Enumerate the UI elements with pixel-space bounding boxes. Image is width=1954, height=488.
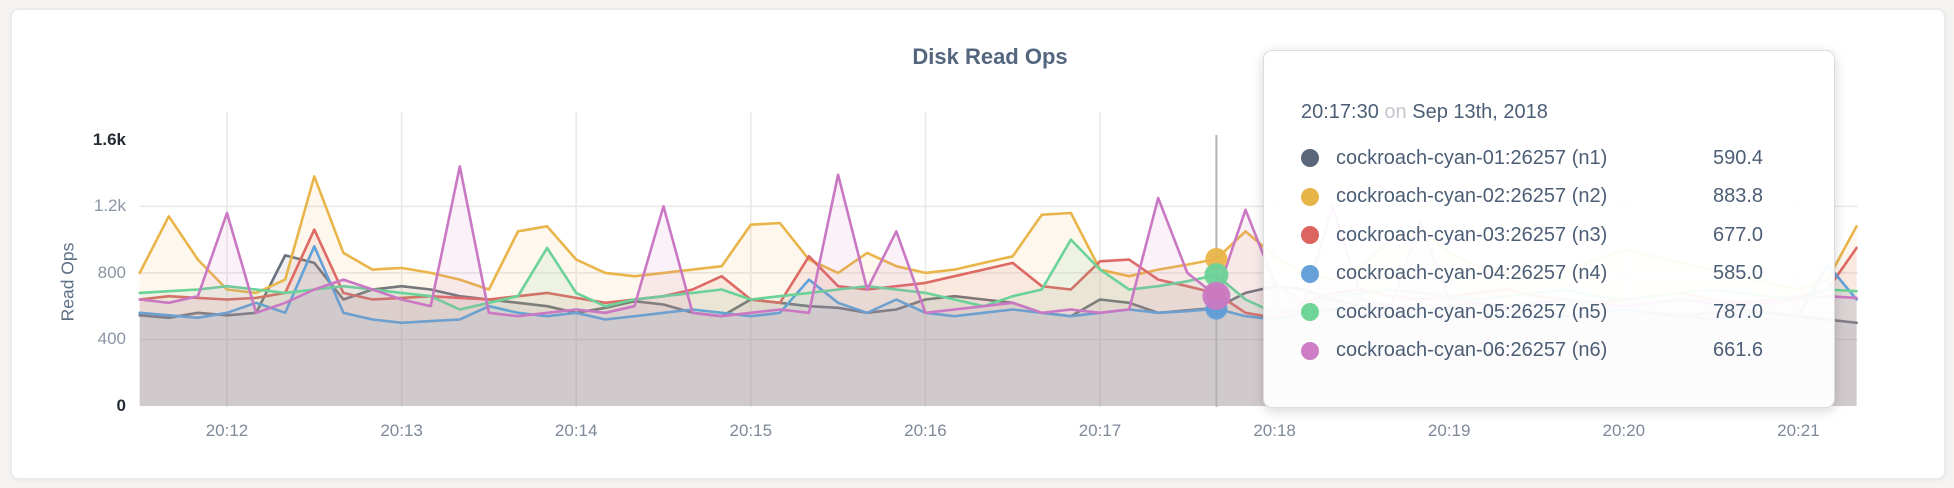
tooltip-header: 20:17:30 on Sep 13th, 2018 bbox=[1301, 99, 1802, 125]
y-tick-label: 400 bbox=[97, 329, 126, 349]
series-color-dot-icon bbox=[1301, 303, 1319, 322]
tooltip-series-row: cockroach-cyan-03:26257 (n3) 677.0 bbox=[1301, 216, 1802, 255]
x-tick-label: 20:16 bbox=[904, 421, 947, 440]
x-tick-label: 20:15 bbox=[729, 421, 773, 440]
y-tick-label: 0 bbox=[116, 396, 126, 415]
series-value: 661.6 bbox=[1713, 339, 1764, 362]
chart-title: Disk Read Ops bbox=[912, 44, 1068, 69]
x-tick-label: 20:17 bbox=[1078, 421, 1122, 440]
x-tick-label: 20:14 bbox=[554, 421, 598, 440]
tooltip-time: 20:17:30 bbox=[1301, 101, 1379, 123]
tooltip-series-row: cockroach-cyan-06:26257 (n6) 661.6 bbox=[1301, 332, 1802, 371]
series-value: 590.4 bbox=[1713, 146, 1764, 169]
series-value: 787.0 bbox=[1713, 300, 1764, 323]
series-value: 883.8 bbox=[1713, 185, 1764, 208]
series-label: cockroach-cyan-05:26257 (n5) bbox=[1336, 300, 1608, 323]
tooltip-legend: cockroach-cyan-01:26257 (n1) 590.4 cockroa… bbox=[1301, 139, 1802, 370]
hover-point-06 bbox=[1202, 281, 1231, 310]
x-tick-label: 20:21 bbox=[1777, 421, 1820, 440]
series-color-dot-icon bbox=[1301, 264, 1319, 283]
tooltip-series-row: cockroach-cyan-04:26257 (n4) 585.0 bbox=[1301, 255, 1802, 294]
series-label: cockroach-cyan-03:26257 (n3) bbox=[1336, 223, 1608, 246]
y-tick-label: 1.2k bbox=[93, 196, 126, 216]
x-tick-label: 20:12 bbox=[205, 421, 249, 440]
series-value: 677.0 bbox=[1713, 223, 1764, 246]
x-tick-label: 20:19 bbox=[1427, 421, 1471, 440]
series-color-dot-icon bbox=[1301, 226, 1319, 245]
series-label: cockroach-cyan-06:26257 (n6) bbox=[1336, 339, 1608, 362]
x-tick-label: 20:20 bbox=[1602, 421, 1646, 440]
tooltip-series-row: cockroach-cyan-05:26257 (n5) 787.0 bbox=[1301, 293, 1802, 332]
series-color-dot-icon bbox=[1301, 149, 1319, 168]
series-label: cockroach-cyan-01:26257 (n1) bbox=[1336, 146, 1608, 169]
tooltip-series-row: cockroach-cyan-01:26257 (n1) 590.4 bbox=[1301, 139, 1802, 178]
hover-point-05 bbox=[1204, 263, 1229, 288]
series-value: 585.0 bbox=[1713, 262, 1764, 285]
series-color-dot-icon bbox=[1301, 341, 1319, 360]
y-tick-label: 1.6k bbox=[92, 129, 126, 149]
series-color-dot-icon bbox=[1301, 187, 1319, 206]
y-tick-label: 800 bbox=[97, 262, 126, 282]
tooltip-date: Sep 13th, 2018 bbox=[1412, 101, 1548, 123]
series-label: cockroach-cyan-04:26257 (n4) bbox=[1336, 262, 1608, 285]
x-tick-label: 20:18 bbox=[1253, 421, 1296, 440]
series-label: cockroach-cyan-02:26257 (n2) bbox=[1336, 185, 1608, 208]
hover-tooltip: 20:17:30 on Sep 13th, 2018 cockroach-cya… bbox=[1263, 50, 1835, 408]
tooltip-connector: on bbox=[1384, 101, 1407, 123]
tooltip-series-row: cockroach-cyan-02:26257 (n2) 883.8 bbox=[1301, 178, 1802, 217]
x-tick-label: 20:13 bbox=[380, 421, 423, 440]
